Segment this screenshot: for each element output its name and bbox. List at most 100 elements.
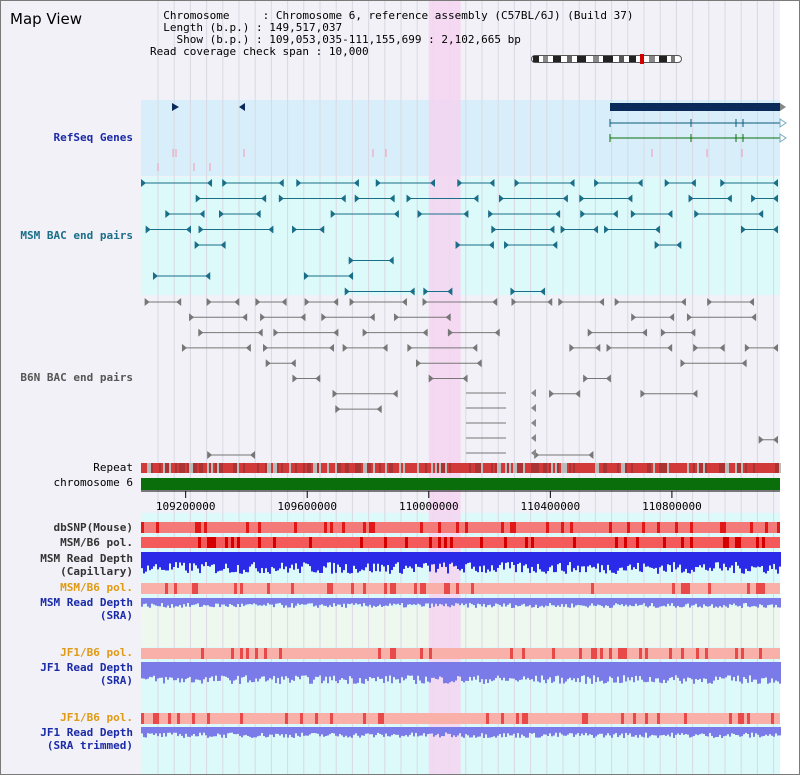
depth-bar: [265, 662, 267, 682]
heat-cell: [630, 522, 633, 533]
heat-cell: [639, 583, 642, 594]
depth-bar: [601, 552, 603, 566]
depth-bar: [757, 727, 759, 735]
heat-cell: [435, 522, 438, 533]
heat-cell: [411, 713, 414, 724]
depth-bar: [767, 727, 769, 736]
heat-cell: [225, 648, 228, 659]
heat-cell: [702, 537, 705, 548]
heat-cell: [744, 522, 747, 533]
heat-cell: [726, 537, 729, 548]
heat-cell: [198, 583, 201, 594]
heat-cell: [237, 537, 240, 548]
depth-bar: [235, 662, 237, 680]
depth-bar: [493, 552, 495, 571]
depth-bar: [427, 598, 429, 604]
heat-cell: [168, 648, 171, 659]
depth-bar: [351, 552, 353, 574]
msm-bac-pair: [473, 194, 479, 203]
depth-bar: [697, 552, 699, 568]
depth-bar: [365, 662, 367, 679]
depth-bar: [713, 598, 715, 608]
depth-bar: [441, 727, 443, 737]
heat-cell: [504, 583, 507, 594]
depth-bar: [233, 598, 235, 607]
heat-cell: [552, 713, 555, 724]
track-label-msm-bac[interactable]: MSM BAC end pairs: [20, 229, 133, 242]
heat-cell: [558, 537, 561, 548]
depth-bar: [213, 598, 215, 608]
heat-cell: [429, 583, 432, 594]
track-label-refseq-genes[interactable]: RefSeq Genes: [53, 131, 133, 144]
depth-bar: [203, 552, 205, 567]
heat-cell: [183, 537, 186, 548]
heat-cell: [660, 583, 663, 594]
depth-bar: [375, 662, 377, 682]
depth-bar: [209, 552, 211, 567]
depth-bar: [775, 552, 777, 570]
heat-cell: [246, 583, 249, 594]
depth-bar: [551, 662, 553, 683]
msm-bac-pair: [268, 225, 274, 234]
depth-bar: [491, 662, 493, 682]
heat-cell: [435, 583, 438, 594]
heat-cell: [720, 522, 723, 533]
heat-cell: [771, 537, 774, 548]
heat-cell: [201, 648, 204, 659]
depth-bar: [481, 727, 483, 734]
heat-cell: [402, 583, 405, 594]
depth-bar: [737, 662, 739, 676]
heat-cell: [756, 648, 759, 659]
msm-bac-pair: [186, 225, 192, 234]
b6n-bac-pair: [198, 328, 204, 337]
heat-cell: [231, 713, 234, 724]
depth-bar: [429, 552, 431, 572]
depth-bar: [151, 727, 153, 734]
depth-bar: [345, 662, 347, 681]
heat-cell: [420, 522, 423, 533]
heat-cell: [702, 583, 705, 594]
depth-bar: [175, 598, 177, 607]
repeat-bar: [461, 463, 463, 473]
repeat-bar: [509, 463, 511, 473]
heat-cell: [756, 522, 759, 533]
depth-bar: [157, 727, 159, 737]
repeat-bar: [353, 463, 355, 473]
heat-cell: [669, 713, 672, 724]
depth-bar: [181, 552, 183, 566]
depth-bar: [433, 598, 435, 607]
repeat-bar: [507, 463, 509, 473]
heat-cell: [570, 648, 573, 659]
depth-bar: [647, 598, 649, 608]
depth-bar: [351, 662, 353, 679]
depth-bar: [277, 662, 279, 678]
depth-bar: [635, 598, 637, 604]
heat-cell: [180, 522, 183, 533]
depth-bar: [217, 598, 219, 604]
depth-bar: [647, 552, 649, 567]
depth-bar: [573, 727, 575, 737]
heat-cell: [678, 648, 681, 659]
depth-bar: [573, 662, 575, 679]
track-label-b6n-bac[interactable]: B6N BAC end pairs: [20, 371, 133, 384]
depth-bar: [469, 598, 471, 604]
depth-bar: [479, 552, 481, 567]
heat-cell: [735, 713, 738, 724]
heat-cell: [510, 648, 513, 659]
heat-cell: [360, 648, 363, 659]
depth-bar: [529, 598, 531, 606]
depth-bar: [671, 727, 673, 733]
heat-cell: [522, 537, 525, 548]
b6n-bac-pair: [257, 328, 263, 337]
heat-cell: [504, 522, 507, 533]
depth-bar: [451, 662, 453, 682]
chromosome-ideogram[interactable]: [531, 53, 683, 65]
depth-bar: [675, 662, 677, 676]
depth-bar: [323, 598, 325, 606]
repeat-bar: [173, 463, 175, 473]
heat-cell: [627, 713, 630, 724]
depth-bar: [195, 727, 197, 737]
depth-bar: [403, 552, 405, 569]
depth-bar: [325, 552, 327, 568]
